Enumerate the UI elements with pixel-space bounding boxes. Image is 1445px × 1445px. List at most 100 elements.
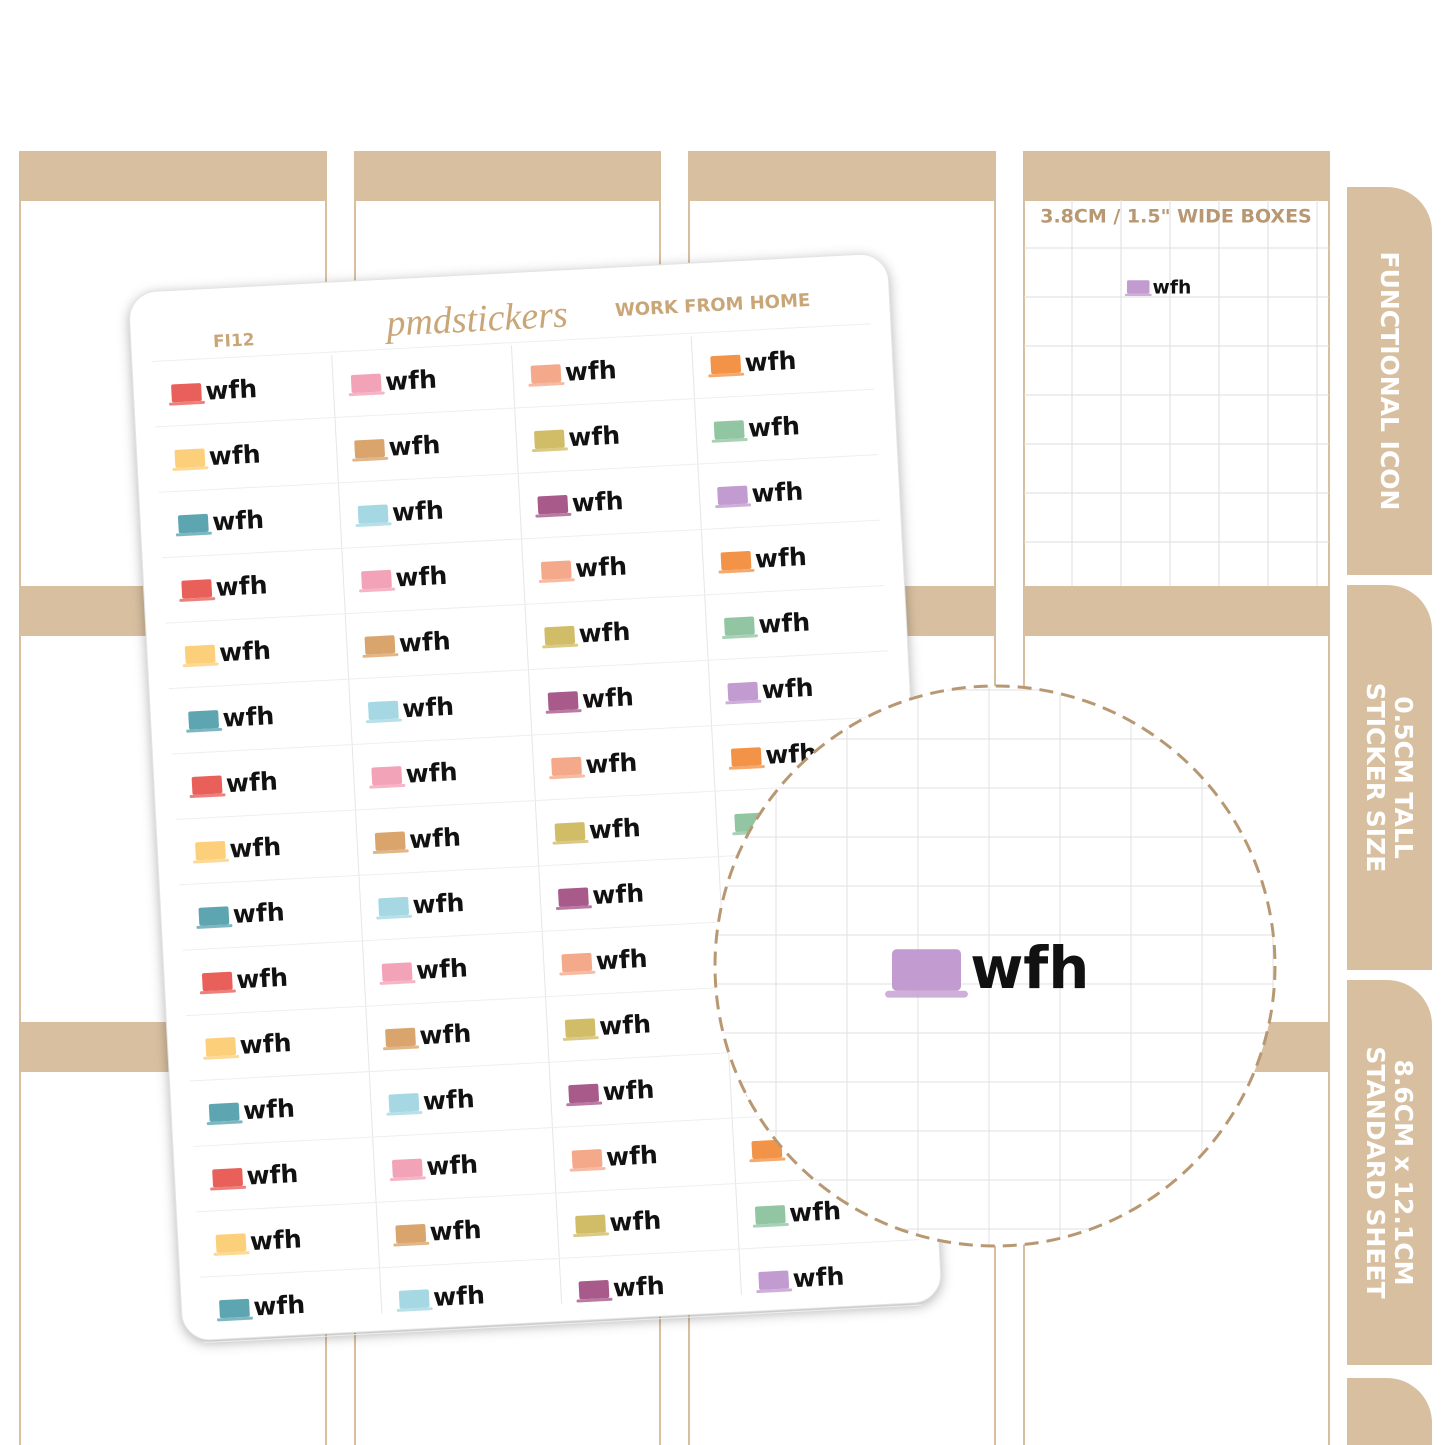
laptop-base — [355, 522, 392, 527]
sticker-label: wfh — [564, 355, 617, 387]
laptop-base — [352, 456, 389, 462]
laptop-base — [535, 512, 572, 518]
sticker-label: wfh — [246, 1159, 299, 1191]
laptop-screen — [561, 952, 593, 973]
laptop-screen — [392, 1158, 423, 1178]
laptop-base — [562, 1036, 599, 1041]
laptop-screen — [537, 495, 569, 515]
laptop-screen — [181, 579, 213, 599]
tab — [1347, 585, 1432, 970]
laptop-base — [203, 1054, 240, 1060]
sticker-label: wfh — [598, 1009, 651, 1041]
sticker-label: wfh — [744, 346, 797, 378]
laptop-screen — [551, 756, 582, 777]
laptop-base — [576, 1297, 613, 1303]
laptop-screen — [754, 1205, 786, 1225]
laptop-screen — [395, 1223, 427, 1244]
sheet-grid-line — [510, 345, 563, 1305]
sticker-label: wfh — [571, 486, 624, 518]
laptop-base — [573, 1232, 610, 1238]
sticker-label: wfh — [405, 757, 458, 789]
laptop-screen — [219, 1298, 250, 1319]
sheet-grid-line — [175, 781, 895, 820]
tab — [1347, 1378, 1432, 1445]
laptop-screen — [571, 1149, 603, 1169]
laptop-base — [206, 1120, 243, 1126]
brand: pmdstickers — [382, 293, 568, 345]
sticker-label: wfh — [426, 1150, 479, 1182]
laptop-base — [193, 858, 229, 864]
laptop-screen — [388, 1093, 420, 1113]
laptop-base — [365, 718, 402, 724]
tab-label: STANDARD SHEET — [1361, 1046, 1390, 1298]
sticker-label: wfh — [229, 832, 282, 864]
laptop-base — [359, 587, 396, 593]
laptop-screen — [177, 513, 209, 534]
sticker-label: wfh — [239, 1028, 292, 1060]
tab-label: FUNCTIONAL ICON — [1375, 252, 1404, 511]
laptop-base — [213, 1251, 250, 1256]
sticker-label: wfh — [249, 1224, 302, 1256]
laptop-base — [372, 849, 409, 855]
laptop-base — [569, 1166, 606, 1172]
laptop-screen — [717, 485, 748, 505]
sticker-label: wfh — [402, 692, 455, 724]
laptop-screen — [371, 766, 403, 786]
laptop-base — [752, 1222, 789, 1228]
sheet-grid-line — [155, 388, 875, 428]
laptop-base — [528, 382, 565, 387]
laptop-base — [749, 1157, 786, 1163]
sticker-label: wfh — [788, 1196, 841, 1228]
laptop-screen — [720, 551, 752, 571]
laptop-base — [1124, 293, 1152, 296]
sticker-label: wfh — [388, 430, 441, 462]
sticker-label: wfh — [212, 505, 265, 537]
sticker-grid: wfh wfh wfh wfh wfh wfh wfh wfh wfh wfh wfh wfh wfh w… — [169, 346, 845, 1321]
sticker-label: wfh — [384, 365, 437, 397]
sticker-label: wfh — [612, 1271, 665, 1303]
sticker-label: wfh — [574, 551, 627, 583]
sticker-label: wfh — [792, 1262, 845, 1294]
laptop-base — [552, 839, 589, 845]
laptop-base — [199, 989, 236, 995]
column-header — [20, 151, 326, 201]
laptop-screen — [191, 775, 223, 795]
sheet-grid-line — [172, 715, 892, 755]
sticker-label: wfh — [429, 1215, 482, 1247]
tab — [1347, 980, 1432, 1365]
laptop-screen — [354, 439, 385, 459]
laptop-base — [531, 447, 568, 453]
sticker-label: wfh — [225, 767, 278, 799]
sheet-grid-line — [168, 650, 888, 690]
laptop-screen — [724, 616, 755, 636]
sticker-label: wfh — [419, 1019, 472, 1051]
laptop-screen — [195, 840, 226, 861]
sticker-label: wfh — [747, 411, 800, 443]
sheet-grid-line — [203, 1304, 923, 1344]
tab-label: 8.6CM x 12.1CM — [1389, 1060, 1418, 1286]
sticker-label: wfh — [758, 607, 811, 639]
laptop-base — [566, 1101, 603, 1107]
laptop-base — [179, 597, 216, 602]
sticker-label: wfh — [588, 813, 641, 845]
laptop-base — [715, 503, 752, 509]
laptop-base — [182, 662, 219, 668]
laptop-screen — [174, 448, 206, 468]
laptop-base — [383, 1045, 420, 1051]
magnifier-fill — [715, 686, 1275, 1246]
laptop-screen — [534, 429, 565, 449]
laptop-base — [369, 783, 406, 789]
laptop-screen — [727, 681, 759, 702]
sheet-grid-line — [158, 454, 878, 493]
tab-label: STICKER SIZE — [1361, 683, 1390, 873]
laptop-screen — [212, 1167, 243, 1188]
laptop-base — [386, 1110, 423, 1116]
laptop-screen — [758, 1270, 790, 1290]
laptop-base — [396, 1307, 433, 1312]
laptop-base — [559, 970, 596, 976]
laptop-screen — [540, 560, 572, 580]
laptop-base — [175, 531, 212, 537]
laptop-screen — [201, 971, 233, 992]
laptop-base — [210, 1185, 247, 1191]
